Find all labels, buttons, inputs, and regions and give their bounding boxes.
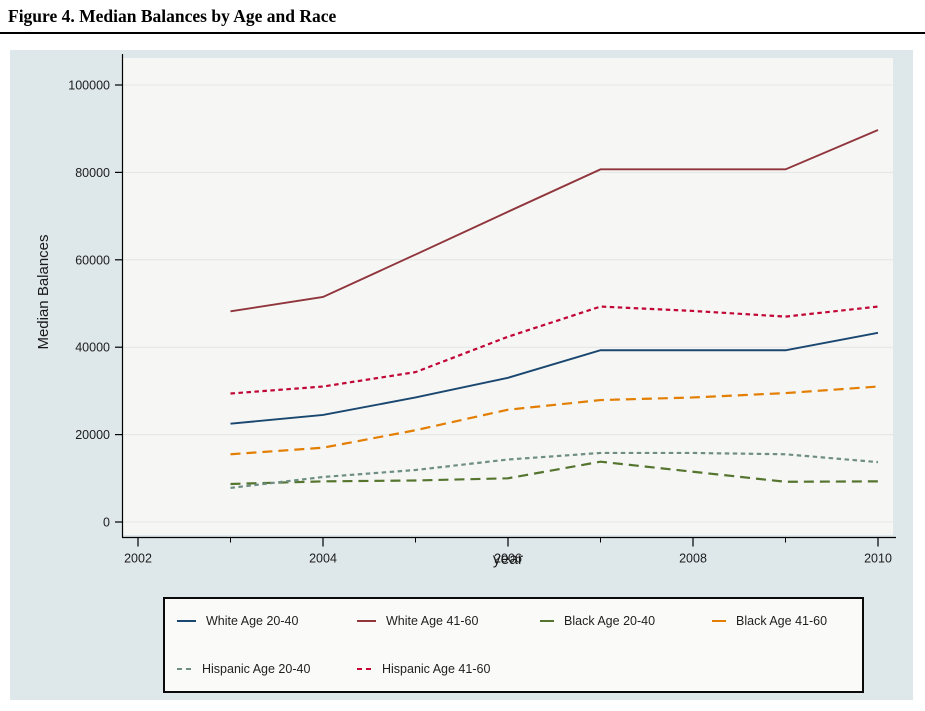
title-divider bbox=[0, 32, 925, 34]
x-tick-label: 2010 bbox=[864, 552, 892, 566]
x-tick-label: 2006 bbox=[494, 552, 522, 566]
line-chart: 0 20000 40000 60000 80000 100000 2002 2004 2006 2… bbox=[68, 54, 896, 566]
y-tick-label: 60000 bbox=[75, 253, 110, 267]
figure-title: Figure 4. Median Balances by Age and Rac… bbox=[8, 6, 337, 26]
legend-item-black-20-40: Black Age 20-40 bbox=[540, 608, 712, 634]
legend-swatch-white-20-40 bbox=[177, 619, 196, 623]
legend-label: Black Age 41-60 bbox=[736, 614, 828, 628]
y-tick-label: 100000 bbox=[68, 79, 110, 93]
legend-item-black-41-60: Black Age 41-60 bbox=[712, 608, 862, 634]
legend-swatch-black-41-60 bbox=[712, 619, 726, 623]
legend-swatch-hispanic-41-60 bbox=[357, 667, 372, 671]
x-tick-label: 2004 bbox=[309, 552, 337, 566]
x-tick-label: 2008 bbox=[679, 552, 707, 566]
legend-label: White Age 41-60 bbox=[386, 614, 479, 628]
series-line-white-age-41-60 bbox=[230, 129, 879, 313]
legend-label: Black Age 20-40 bbox=[564, 614, 656, 628]
legend: White Age 20-40 White Age 41-60 Black Ag… bbox=[163, 597, 864, 693]
legend-swatch-white-41-60 bbox=[357, 619, 376, 623]
legend-swatch-black-20-40 bbox=[540, 619, 554, 623]
series-line-hispanic-age-41-60 bbox=[230, 305, 879, 395]
y-axis-title: Median Balances bbox=[35, 234, 52, 350]
y-tick-label: 40000 bbox=[75, 341, 110, 355]
legend-item-hispanic-41-60: Hispanic Age 41-60 bbox=[357, 656, 540, 682]
chart-panel: 0 20000 40000 60000 80000 100000 2002 2004 2006 2… bbox=[10, 50, 913, 700]
x-tick-label: 2002 bbox=[124, 552, 152, 566]
legend-swatch-hispanic-20-40 bbox=[177, 667, 192, 671]
legend-label: White Age 20-40 bbox=[206, 614, 299, 628]
legend-label: Hispanic Age 41-60 bbox=[382, 662, 491, 676]
plot-area bbox=[122, 58, 893, 535]
x-axis-title: year bbox=[492, 551, 524, 568]
series-line-black-age-41-60 bbox=[230, 385, 879, 456]
legend-label: Hispanic Age 20-40 bbox=[202, 662, 311, 676]
legend-item-white-41-60: White Age 41-60 bbox=[357, 608, 540, 634]
legend-item-hispanic-20-40: Hispanic Age 20-40 bbox=[177, 656, 357, 682]
y-tick-label: 20000 bbox=[75, 428, 110, 442]
series-line-black-age-20-40 bbox=[230, 460, 879, 486]
y-tick-label: 0 bbox=[103, 516, 110, 530]
y-tick-label: 80000 bbox=[75, 166, 110, 180]
series-line-white-age-20-40 bbox=[230, 331, 879, 425]
legend-item-white-20-40: White Age 20-40 bbox=[177, 608, 357, 634]
